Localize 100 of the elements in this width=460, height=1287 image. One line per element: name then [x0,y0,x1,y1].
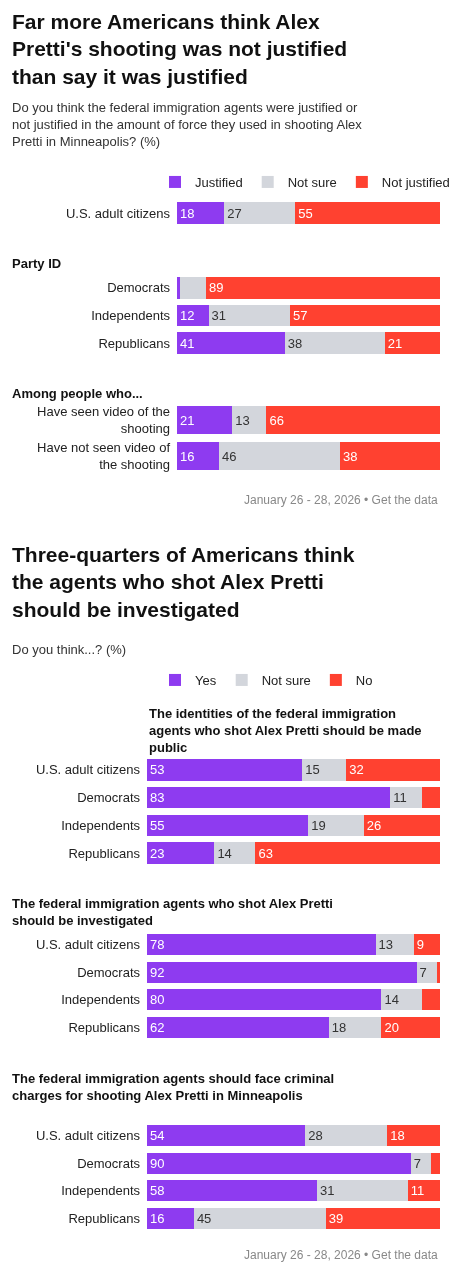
data-label: 27 [227,205,242,221]
bar [308,814,364,837]
text: January 26 - 28, 2026 • Get the data [244,1248,438,1262]
data-label: 31 [211,308,227,323]
bar [381,989,423,1011]
data-label: 63 [258,845,273,861]
legend-label: Not sure [287,175,337,191]
bar [325,1207,440,1229]
data-label: 26 [366,817,382,833]
y-tick-label: U.S. adult citizens [35,937,141,953]
data-label: 12 [180,308,195,323]
bar [193,1207,326,1229]
bar [147,989,382,1011]
data-label: 21 [180,412,195,428]
bar [147,786,391,809]
data-label: 11 [410,1183,425,1199]
chart-title: Three-quarters of Americans think the agents who shot Alex Pretti should be investigated [12,543,355,621]
bar [384,332,440,354]
bar [147,842,215,864]
bar [147,759,303,781]
bar [232,405,267,435]
bar [422,786,440,809]
bar [177,277,180,299]
data-label: 16 [180,448,195,464]
bar [147,1207,194,1229]
data-label: 83 [150,790,165,806]
y-tick-label: Republicans [68,1019,141,1035]
bar [147,1152,411,1174]
bar [284,332,385,354]
bar [147,1125,306,1147]
data-label: 45 [196,1210,212,1226]
bar [437,961,440,983]
text: January 26 - 28, 2026 • Get the data [244,493,438,507]
data-label: 41 [180,335,195,351]
data-label: 19 [311,817,326,833]
data-label: 53 [150,762,165,778]
data-label: 9 [416,937,424,953]
data-label: 20 [384,1019,399,1035]
y-tick-label: Have not seen video of the shooting [37,440,171,472]
chart-title: The federal immigration agents should face criminal charges for shooting Alex Pretti in Minneapolis [12,1071,335,1103]
data-label: 92 [150,964,165,980]
bar [177,332,285,354]
bar [147,1180,317,1202]
data-label: 13 [235,412,250,428]
data-label: 55 [298,205,313,221]
data-label: 62 [150,1019,165,1035]
bar [316,1180,408,1202]
data-label: 14 [384,992,399,1008]
legend-label: Not sure [261,673,311,689]
data-label: 32 [349,762,364,778]
chart-title: The federal immigration agents who shot Alex Pretti should be investigated [12,896,333,928]
bar [431,1152,440,1174]
bar [290,304,440,327]
bar [205,277,440,299]
bar [177,441,220,471]
data-label: 21 [387,335,403,351]
chart-subtitle: Do you think the federal immigration agents were justified or not justified in the amount of force they used in shooting Alex Pretti in Minneapolis? (%) [12,100,363,149]
data-label: 90 [150,1155,165,1171]
data-label: 80 [150,992,165,1008]
bar [255,842,440,864]
bar [381,1016,440,1038]
bar [147,934,376,956]
data-label: 15 [305,762,320,778]
y-tick-label: Democrats [77,964,141,980]
chart-title: Among people who... [12,386,143,401]
bar [266,405,440,435]
y-tick-label: Independents [61,817,141,833]
data-label: 78 [150,937,165,953]
data-label: 54 [150,1128,165,1144]
data-label: 14 [217,845,232,861]
bar [219,441,341,471]
data-label: 89 [208,280,224,296]
data-label: 18 [331,1019,347,1035]
y-tick-label: Independents [61,992,141,1008]
y-tick-label: U.S. adult citizens [35,762,141,778]
bar [147,1016,329,1038]
data-label: 55 [150,817,165,833]
text: The identities of the federal immigration agents who shot Alex Pretti should be made public [149,706,422,755]
data-label: 18 [180,205,195,221]
legend-label: Justified [195,175,243,191]
bar [208,304,291,327]
data-label: 57 [293,308,308,323]
data-label: 18 [390,1128,405,1144]
y-tick-label: U.S. adult citizens [35,1128,141,1144]
legend-label: Not justified [381,175,450,191]
bar [340,441,440,471]
y-tick-label: Independents [61,1183,141,1199]
data-label: 16 [150,1210,165,1226]
y-tick-label: Independents [91,308,171,324]
data-label: 58 [150,1183,165,1199]
bar [214,842,256,864]
data-label: 38 [287,335,303,351]
text: Party ID [12,256,62,271]
data-label: 28 [308,1128,323,1144]
bar [302,759,347,781]
data-label: 66 [269,412,284,428]
chart-title: Far more Americans think Alex Pretti's shooting was not justified than say it was justified [12,10,348,88]
bar [387,1125,440,1147]
y-tick-label: Democrats [107,280,171,296]
data-label: 7 [413,1155,421,1171]
